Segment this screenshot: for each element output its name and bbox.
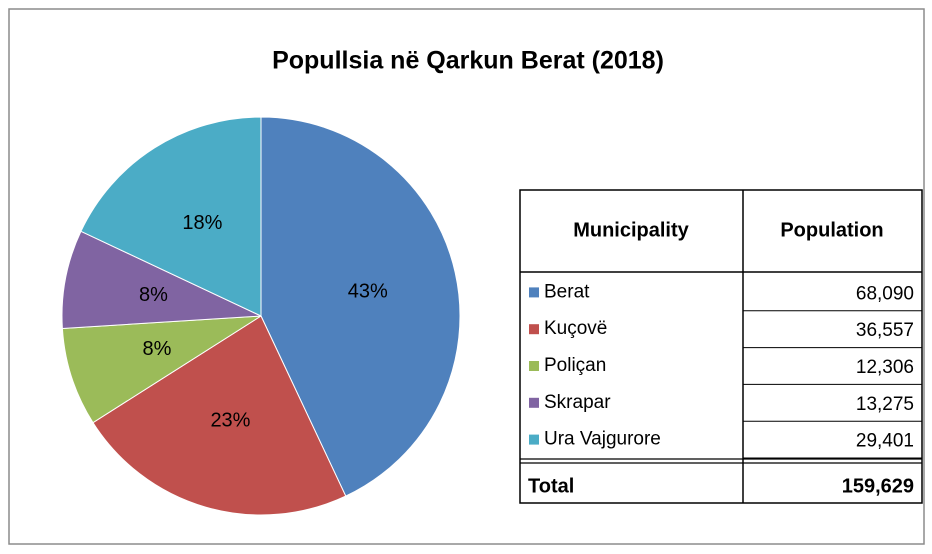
row-label: Berat xyxy=(544,281,590,302)
header-cell: Municipality xyxy=(573,219,689,241)
legend-swatch xyxy=(529,287,539,298)
row-value: 36,557 xyxy=(856,320,914,341)
pie: 43% 23% 8% 8% 18% xyxy=(61,116,461,516)
row-label: Kuçovë xyxy=(544,318,607,339)
table: Municipality Population Total 159,629 Be… xyxy=(519,189,923,504)
slice-label: 8% xyxy=(139,284,168,306)
row-value: 29,401 xyxy=(856,431,914,452)
legend-swatch xyxy=(529,361,539,371)
legend-swatch xyxy=(529,434,539,445)
row-label: Ura Vajgurore xyxy=(544,429,661,450)
header-cell: Population xyxy=(780,219,883,241)
row-value: 13,275 xyxy=(856,394,914,415)
slice-label: 8% xyxy=(142,338,171,360)
total-label: Total xyxy=(528,475,574,497)
pie-slice xyxy=(92,315,347,516)
pie-slice xyxy=(80,116,262,317)
table-border xyxy=(519,189,923,504)
pie-slice xyxy=(61,230,262,330)
row-label: Skrapar xyxy=(544,392,611,413)
slice-label: 18% xyxy=(182,212,222,234)
row-value: 68,090 xyxy=(856,283,914,304)
legend-swatch xyxy=(529,397,539,408)
total-value: 159,629 xyxy=(842,475,914,497)
slice-label: 43% xyxy=(348,280,388,302)
row-label: Poliçan xyxy=(544,355,606,376)
legend-swatch xyxy=(529,324,539,335)
pie-slice xyxy=(260,116,461,497)
chart-title: Popullsia në Qarkun Berat (2018) xyxy=(272,47,664,75)
row-value: 12,306 xyxy=(856,357,914,378)
pie-slice xyxy=(61,315,262,424)
slice-label: 23% xyxy=(210,409,250,431)
